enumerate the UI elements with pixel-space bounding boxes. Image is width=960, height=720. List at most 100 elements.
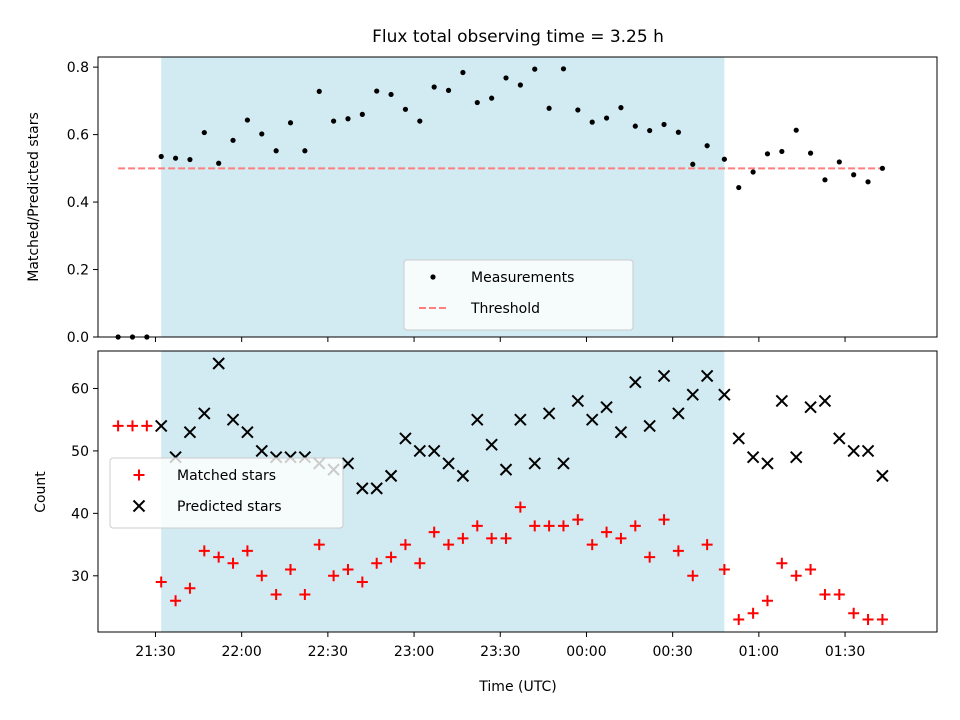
measurements-point — [690, 161, 696, 167]
legend-box — [403, 259, 634, 331]
measurements-point — [779, 148, 785, 155]
predicted-stars-point — [255, 444, 268, 458]
matched-stars-point — [184, 582, 196, 594]
y-tick-label: 0.2 — [67, 263, 89, 279]
measurements-point — [632, 123, 638, 129]
measurements-point — [388, 91, 394, 98]
measurements-point — [851, 172, 857, 178]
matched-stars-point — [399, 539, 411, 551]
measurements-point — [736, 184, 742, 191]
y-tick-label: 0.6 — [67, 128, 89, 144]
y-tick-label: 0.4 — [67, 195, 89, 211]
measurements-point — [603, 115, 610, 121]
measurements-point — [172, 155, 179, 161]
measurements-point — [546, 105, 552, 111]
legend-label: Threshold — [470, 301, 540, 317]
measurements-point — [287, 120, 294, 126]
measurements-point — [474, 99, 480, 106]
measurements-point — [359, 111, 365, 117]
legend: Matched stars Predicted stars — [109, 457, 344, 529]
measurements-point — [230, 137, 236, 143]
predicted-stars-point — [847, 444, 860, 458]
matched-stars-point — [342, 564, 354, 576]
measurements-point — [316, 88, 322, 95]
predicted-stars-point — [528, 457, 541, 470]
predicted-stars-point — [775, 394, 789, 408]
predicted-stars-point — [384, 469, 398, 483]
measurements-point — [302, 148, 308, 154]
matched-stars-point — [414, 557, 426, 569]
x-tick-label: 22:00 — [221, 644, 261, 660]
predicted-stars-point — [833, 432, 846, 445]
predicted-stars-point — [183, 425, 197, 439]
matched-stars-point — [313, 539, 325, 551]
predicted-stars-point — [672, 407, 685, 420]
measurements-point — [201, 129, 207, 136]
measurements-point — [704, 143, 710, 149]
predicted-stars-point — [341, 457, 355, 470]
matched-stars-point — [299, 589, 311, 601]
measurements-point — [345, 116, 351, 122]
x-tick-label: 21:30 — [135, 644, 175, 660]
matched-stars-point — [658, 514, 670, 526]
predicted-stars-point — [732, 432, 745, 445]
measurements-point — [575, 107, 581, 113]
predicted-stars-point — [614, 425, 628, 439]
predicted-stars-point — [399, 432, 412, 445]
measurements-point — [675, 129, 682, 135]
matched-stars-point — [687, 570, 699, 582]
measurements-point — [273, 148, 279, 154]
matched-stars-point — [733, 614, 745, 626]
matched-stars-point — [862, 614, 874, 626]
predicted-stars-point — [600, 400, 613, 414]
predicted-stars-point — [876, 469, 889, 483]
matched-stars-point — [457, 532, 469, 544]
x-tick-label: 00:30 — [652, 644, 692, 660]
measurements-point — [244, 117, 251, 123]
matched-stars-point — [761, 595, 773, 607]
legend: Measurements Threshold — [403, 259, 634, 331]
matched-stars-point — [385, 551, 397, 563]
predicted-stars-point — [499, 463, 513, 476]
legend-label: Predicted stars — [177, 499, 282, 515]
measurements-point — [661, 121, 667, 128]
matched-stars-point — [848, 607, 860, 619]
matched-stars-point — [328, 570, 340, 582]
measurements-point — [331, 118, 337, 124]
y-tick-label: 30 — [71, 569, 89, 585]
matched-stars-point — [486, 532, 498, 544]
matched-stars-point — [241, 545, 253, 557]
x-tick-label: 23:00 — [394, 644, 434, 660]
measurements-point — [431, 84, 437, 90]
matched-stars-point — [557, 520, 569, 532]
measurements-point — [460, 69, 466, 76]
x-tick-label: 23:30 — [480, 644, 520, 660]
legend-label: Matched stars — [177, 468, 276, 484]
measurements-point — [618, 105, 624, 111]
matched-stars-point — [790, 570, 802, 582]
measurements-point — [489, 95, 495, 101]
measurements-point — [721, 156, 727, 162]
matched-stars-point — [112, 420, 124, 432]
matched-stars-point — [428, 526, 440, 538]
matched-stars-point — [747, 607, 759, 619]
predicted-stars-point — [790, 450, 803, 464]
measurements-point — [793, 127, 799, 133]
predicted-stars-point — [485, 438, 498, 451]
matched-stars-point — [819, 589, 831, 601]
matched-stars-point — [572, 514, 584, 526]
x-tick-label: 01:00 — [739, 644, 779, 660]
matched-stars-point — [270, 589, 282, 601]
matched-stars-point — [644, 551, 656, 563]
matched-stars-point — [701, 539, 713, 551]
predicted-stars-point — [442, 457, 455, 470]
predicted-stars-point — [427, 444, 441, 458]
predicted-stars-point — [413, 444, 427, 458]
predicted-stars-point — [356, 482, 369, 495]
matched-stars-point — [471, 520, 483, 532]
axes-frame — [97, 56, 938, 338]
matched-stars-point — [876, 614, 888, 626]
y-axis-label-bottom: Count — [33, 471, 49, 513]
chart-title: Flux total observing time = 3.25 h — [372, 27, 664, 47]
measurements-point — [517, 82, 523, 88]
